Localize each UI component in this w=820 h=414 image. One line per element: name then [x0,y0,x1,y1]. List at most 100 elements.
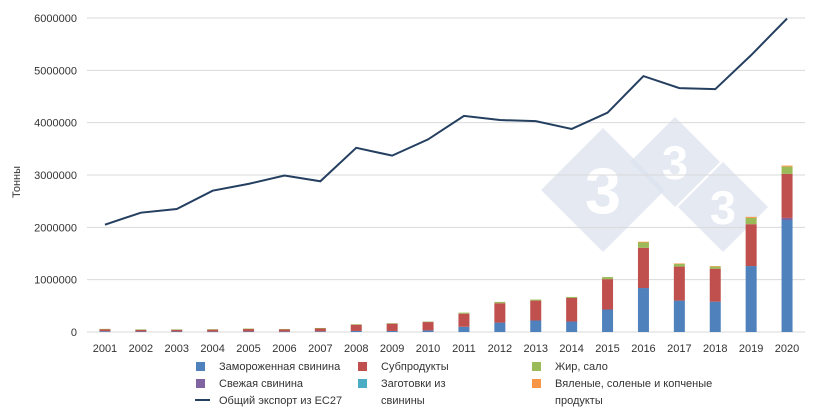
bar-замороженная-свинина-2018 [709,301,721,332]
bar-жир-сало-2012 [494,301,506,304]
watermark-glyph: 3 [585,155,621,228]
bar-свежая-свинина-2020 [781,217,793,221]
legend-swatch [358,362,367,371]
x-tick-label: 2007 [308,343,332,355]
bar-замороженная-свинина-2003 [171,331,183,332]
x-tick-label: 2016 [631,343,655,355]
x-tick-label: 2013 [524,343,548,355]
legend-swatch [196,379,205,388]
watermark-glyph: 3 [662,136,688,189]
gridlines [87,17,805,333]
x-tick-label: 2002 [129,343,153,355]
x-tick-label: 2017 [667,343,691,355]
bar-субпродукты-2015 [602,279,614,310]
bar-жир-сало-2013 [530,299,542,301]
watermark-glyph: 3 [710,181,736,234]
bar-замороженная-свинина-2015 [602,309,614,332]
x-tick-label: 2005 [236,343,260,355]
bar-жир-сало-2016 [637,242,649,248]
legend-label: Жир, сало [555,361,608,373]
bar-субпродукты-2009 [386,323,398,331]
bar-субпродукты-2020 [781,173,793,218]
watermark-diamond: 3 [630,117,720,207]
bar-субпродукты-2001 [99,329,111,332]
legend-item-заготовки-из-свинины: Заготовки из свинины [358,378,446,407]
bar-вяленые-соленые-и-копченые-продукты-2019 [745,216,757,218]
watermark-logo: 3 33 [541,117,768,252]
legend: Замороженная свинина Субпродукты Жир, сало… [195,361,712,407]
bar-жир-сало-2006 [278,328,290,330]
bar-вяленые-соленые-и-копченые-продукты-2016 [637,241,649,243]
bar-жир-сало-2015 [602,277,614,280]
bar-субпродукты-2005 [243,328,255,332]
x-tick-label: 2003 [165,343,189,355]
legend-swatch [196,362,205,371]
x-tick-label: 2008 [344,343,368,355]
bar-жир-сало-2002 [135,329,147,330]
bar-жир-сало-2009 [386,323,398,324]
bar-замороженная-свинина-2014 [566,321,578,332]
x-tick-label: 2014 [559,343,583,355]
bar-жир-сало-2019 [745,217,757,225]
bar-жир-сало-2008 [350,324,362,325]
legend-swatch [532,362,541,371]
bar-субпродукты-2017 [673,266,685,301]
bar-субпродукты-2010 [422,322,434,331]
bar-жир-сало-2018 [709,266,721,269]
bar-жир-сало-2014 [566,296,578,298]
legend-swatch [358,379,367,388]
bar-субпродукты-2014 [566,297,578,322]
bar-замороженная-свинина-2009 [386,330,398,332]
bar-жир-сало-2005 [243,328,255,330]
line-series [104,17,788,226]
legend-label: Субпродукты [381,361,449,373]
y-tick-label: 5000000 [34,65,77,77]
legend-item-субпродукты: Субпродукты [358,361,449,373]
y-tick-label: 2000000 [34,222,77,234]
bar-жир-сало-2004 [207,329,219,330]
x-tick-label: 2009 [380,343,404,355]
bar-субпродукты-2002 [135,329,147,332]
legend-item-жир-сало: Жир, сало [532,361,608,373]
bar-субпродукты-2004 [207,329,219,332]
bar-замороженная-свинина-2011 [458,326,470,332]
x-tick-label: 2010 [416,343,440,355]
y-tick-label: 4000000 [34,118,77,130]
x-axis-ticks: 2001 2002 2003 2004 2005 2006 2007 2008 2009 2010… [93,343,800,355]
x-tick-label: 2012 [488,343,512,355]
bar-замороженная-свинина-2008 [350,330,362,332]
y-axis-title: Тонны [11,166,23,198]
bar-субпродукты-2019 [745,224,757,267]
bar-замороженная-свинина-2006 [278,331,290,333]
bar-замороженная-свинина-2007 [314,331,326,332]
bar-замороженная-свинина-2010 [422,330,434,332]
bar-замороженная-свинина-2017 [673,300,685,332]
bar-замороженная-свинина-2016 [637,288,649,332]
x-tick-label: 2011 [452,343,476,355]
legend-label: Свежая свинина [219,378,304,390]
bar-замороженная-свинина-2019 [745,266,757,332]
y-tick-label: 0 [71,327,77,339]
y-tick-label: 1000000 [34,275,77,287]
line-total-export [104,17,788,226]
bar-вяленые-соленые-и-копченые-продукты-2020 [781,165,793,167]
y-axis-ticks: 0 1000000 2000000 3000000 4000000 5000000 6000… [34,13,77,339]
bar-замороженная-свинина-2004 [207,331,219,333]
bar-замороженная-свинина-2002 [135,331,147,332]
bar-субпродукты-2008 [350,324,362,331]
legend-label: Замороженная свинина [219,361,341,373]
bar-series [99,165,793,333]
y-tick-label: 6000000 [34,13,77,25]
bar-жир-сало-2010 [422,321,434,323]
bar-вяленые-соленые-и-копченые-продукты-2018 [709,266,721,267]
legend-label: Вяленые, соленые и копченые продукты [555,378,712,407]
legend-item-свежая-свинина: Свежая свинина [196,378,304,390]
bar-замороженная-свинина-2005 [243,331,255,332]
x-tick-label: 2001 [93,343,117,355]
bar-субпродукты-2007 [314,328,326,332]
watermark-diamond: 3 [678,162,768,252]
x-tick-label: 2015 [595,343,619,355]
x-tick-label: 2004 [200,343,224,355]
bar-жир-сало-2020 [781,166,793,174]
